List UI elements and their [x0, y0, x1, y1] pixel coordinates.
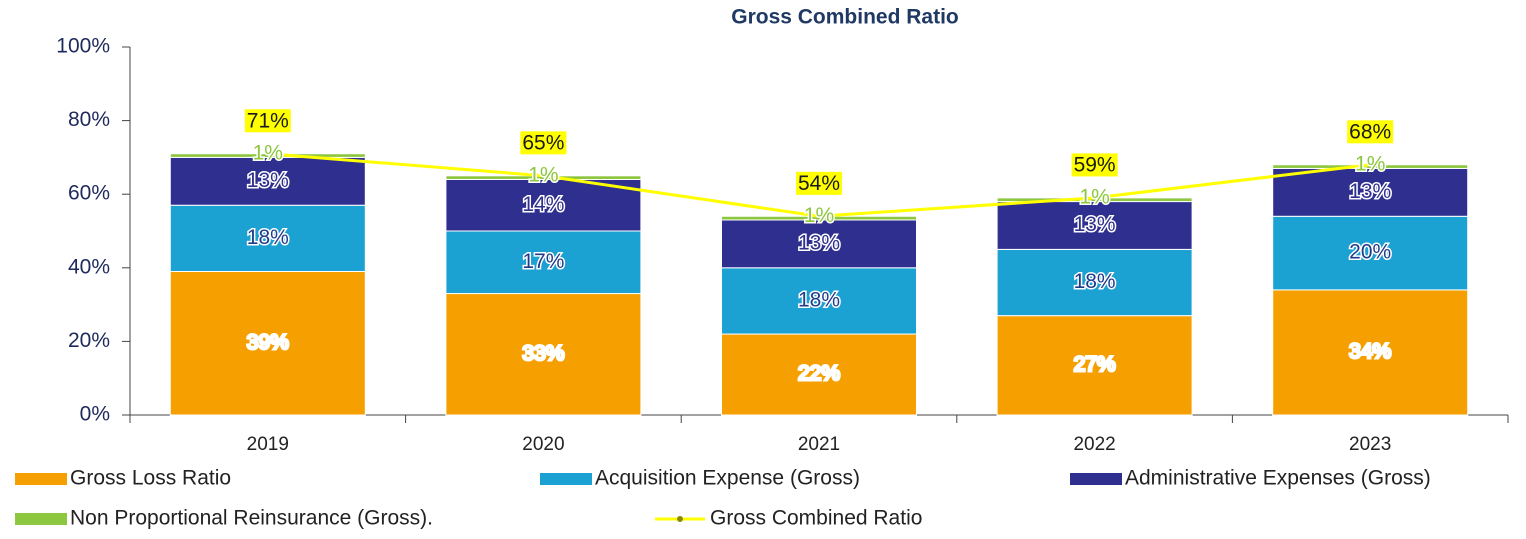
chart-title: Gross Combined Ratio [731, 6, 959, 29]
data-label: 20% [1349, 241, 1391, 264]
bar-segment [996, 201, 1193, 250]
data-label: 13% [247, 169, 289, 192]
bar-segment [169, 204, 366, 272]
line [267, 152, 1371, 218]
legend-marker [677, 516, 683, 522]
legend-swatch [540, 473, 592, 485]
label-box [244, 109, 291, 133]
data-label: 1% [1355, 152, 1385, 175]
data-label: 59% [1074, 153, 1116, 176]
label-box [795, 171, 843, 195]
x-tick-label: 2019 [247, 434, 289, 455]
data-label: 54% [798, 172, 840, 195]
legend-label: Non Proportional Reinsurance (Gross). [70, 507, 433, 530]
bar-segment [169, 270, 366, 416]
data-label: 1% [804, 204, 834, 227]
data-label: 1% [253, 141, 283, 164]
x-tick-label: 2022 [1073, 434, 1115, 455]
x-tick-label: 2021 [798, 434, 840, 455]
legend-swatch [1070, 473, 1122, 485]
legend-label: Administrative Expenses (Gross) [1125, 467, 1431, 490]
bar-segment [169, 156, 366, 206]
y-tick-label: 100% [56, 35, 110, 58]
bar-segment [996, 315, 1193, 416]
bar-segment [721, 267, 917, 335]
bar-segment [1272, 215, 1469, 291]
legend-label: Gross Loss Ratio [70, 467, 231, 490]
data-label: 22% [798, 362, 840, 385]
data-label: 27% [1074, 353, 1116, 376]
bar-segment [1272, 289, 1469, 416]
label-box [1347, 120, 1394, 144]
data-label: 18% [247, 226, 289, 249]
data-label: 14% [522, 193, 564, 216]
data-label: 1% [528, 163, 558, 186]
x-tick-label: 2020 [522, 434, 564, 455]
data-label: 13% [1074, 213, 1116, 236]
legend-swatch [15, 513, 67, 525]
data-label: 1% [1079, 185, 1109, 208]
x-tick-label: 2023 [1349, 434, 1391, 455]
data-label: 18% [1074, 270, 1116, 293]
bar-segment [445, 230, 642, 295]
data-label: 65% [522, 131, 564, 154]
bar-segment [996, 248, 1193, 317]
data-label: 17% [522, 250, 564, 273]
data-label: 33% [522, 342, 564, 365]
legend-label: Gross Combined Ratio [710, 507, 922, 530]
bar-segment [445, 178, 642, 232]
label-box [520, 131, 567, 155]
label-box [1071, 153, 1118, 177]
legend-swatch [15, 473, 67, 485]
legend-label: Acquisition Expense (Gross) [595, 467, 860, 490]
data-label: 13% [798, 231, 840, 254]
y-tick-label: 20% [68, 329, 110, 352]
data-label: 71% [247, 109, 289, 132]
y-tick-label: 40% [68, 255, 110, 278]
data-label: 13% [1349, 180, 1391, 203]
bar-segment [1272, 167, 1469, 217]
y-tick-label: 0% [80, 403, 110, 426]
data-label: 18% [798, 288, 840, 311]
y-tick-label: 80% [68, 108, 110, 131]
data-label: 68% [1349, 120, 1391, 143]
bar-segment [445, 293, 642, 416]
bar-segment [721, 333, 917, 416]
data-label: 34% [1349, 340, 1391, 363]
y-tick-label: 60% [68, 182, 110, 205]
bar-segment [721, 219, 917, 269]
data-label: 39% [247, 331, 289, 354]
